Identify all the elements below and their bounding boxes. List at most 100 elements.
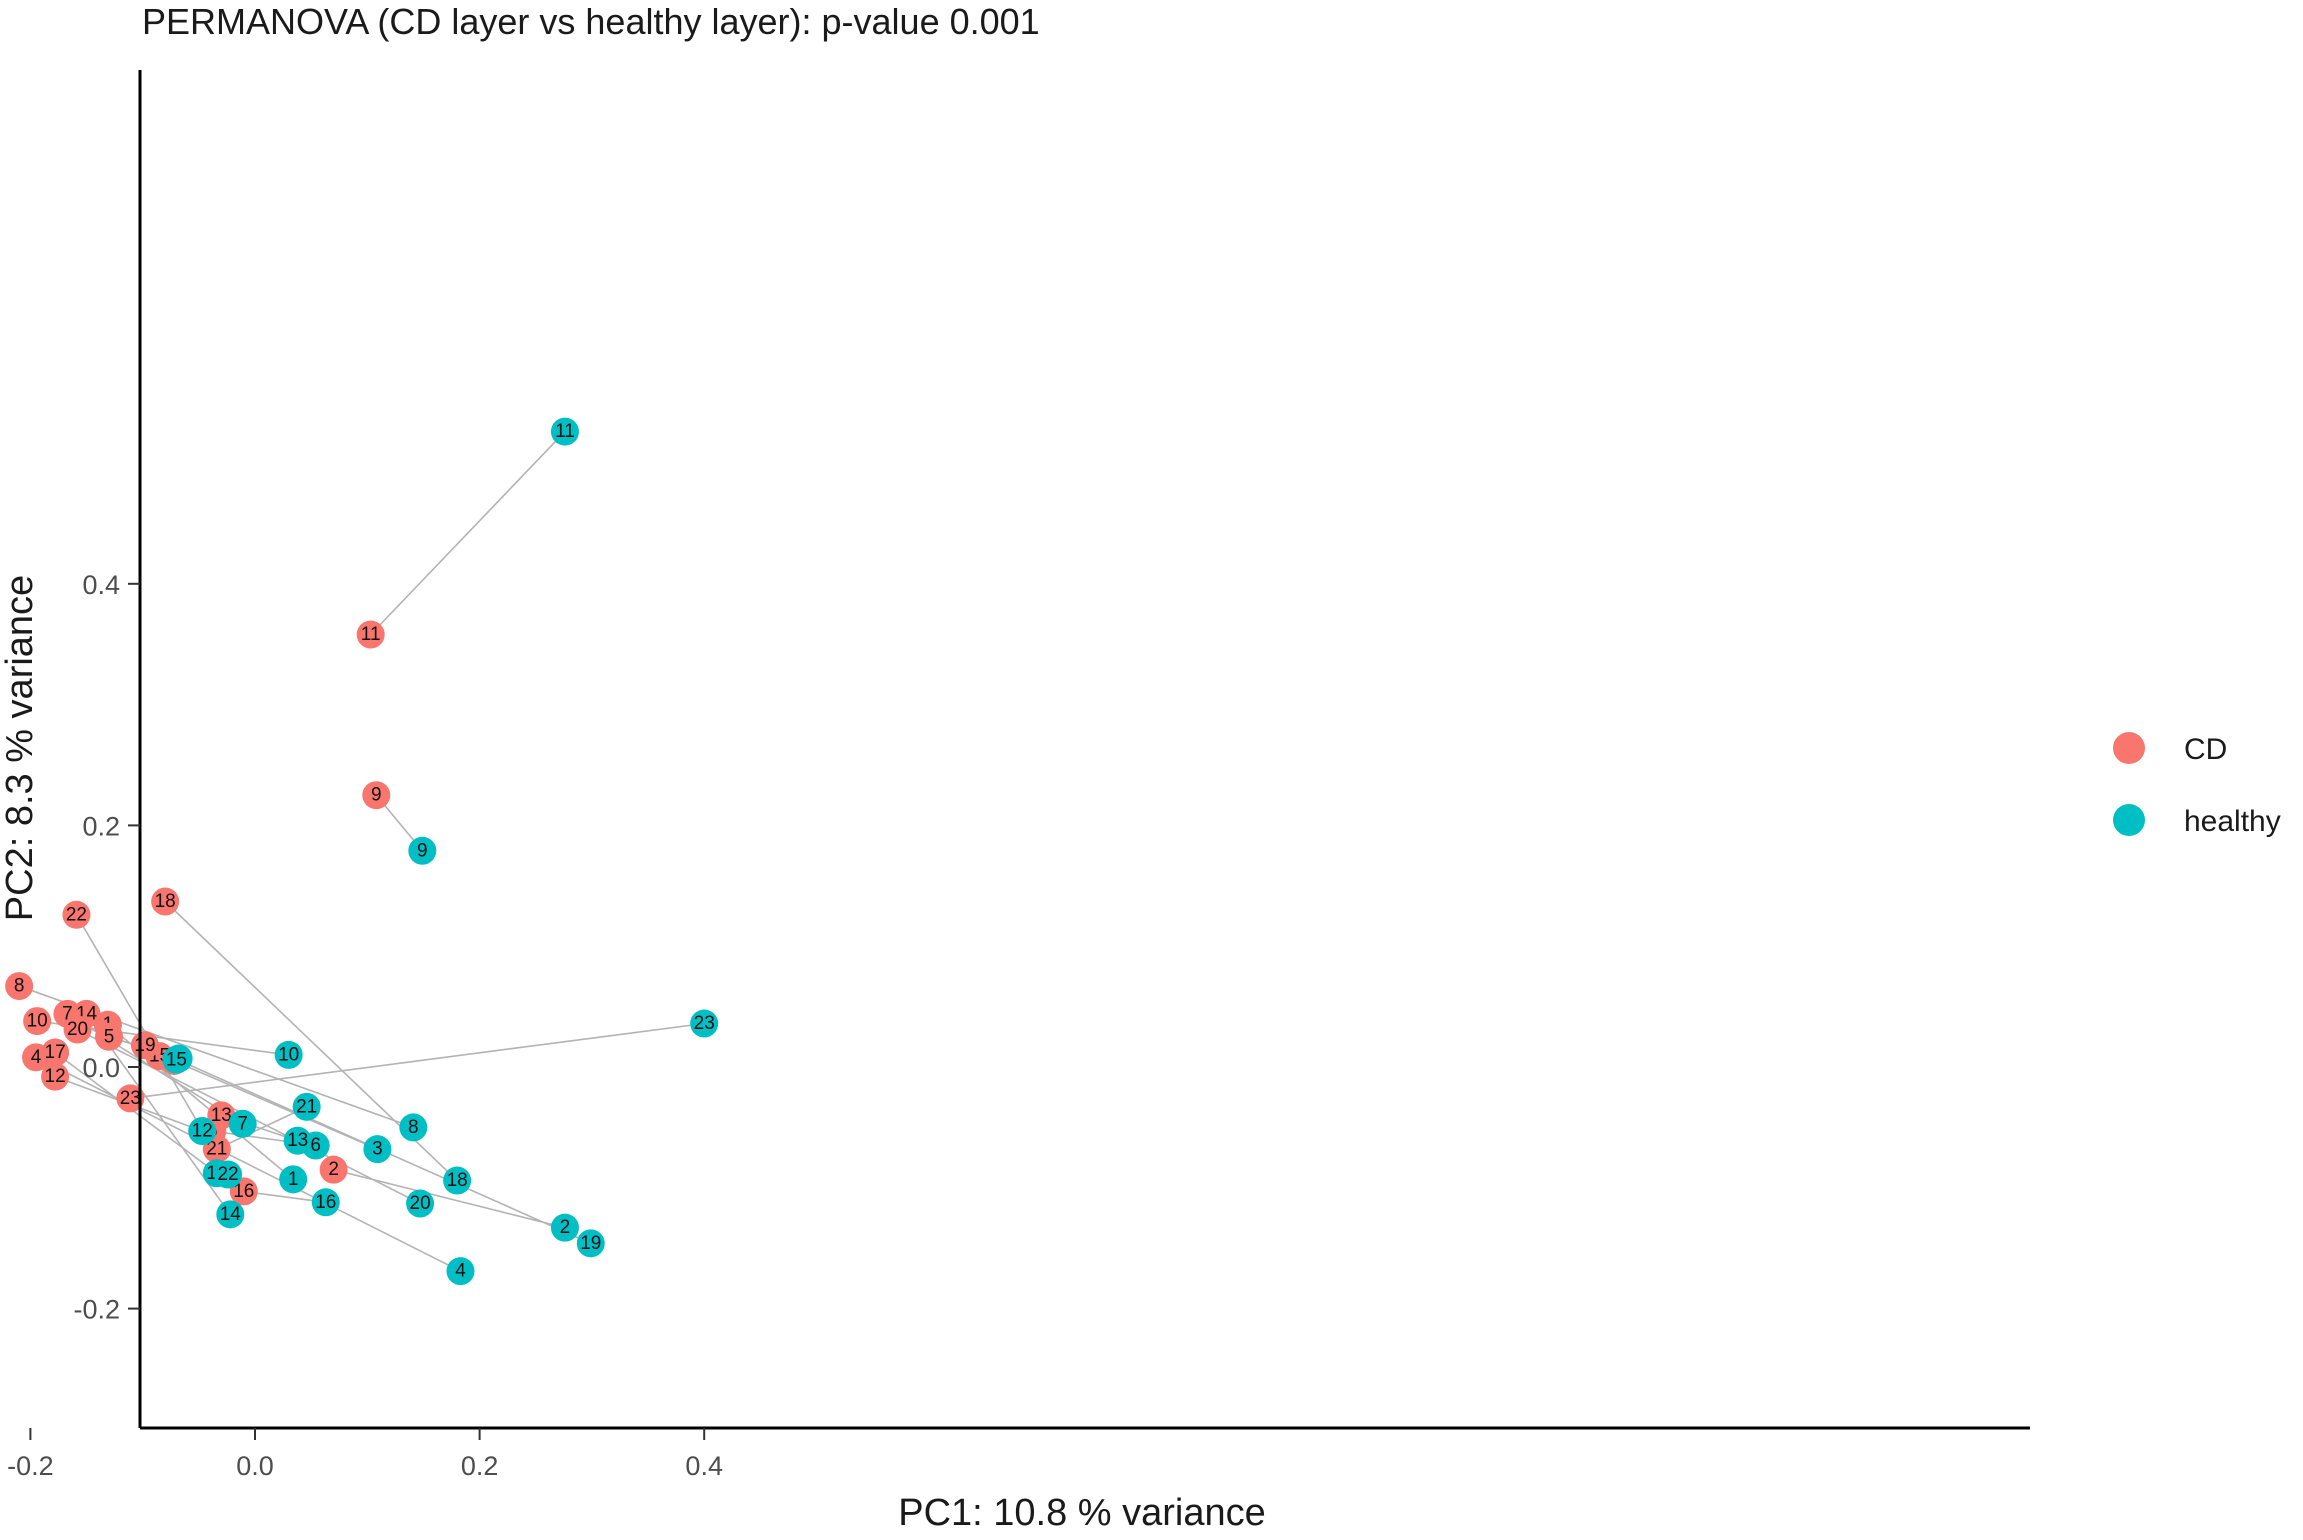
x-tick-label: -0.2 xyxy=(7,1451,54,1481)
data-points: 1234567891011121314151617181920212223123… xyxy=(5,417,719,1286)
cd-marker xyxy=(41,1062,70,1091)
cd-point-label: 10 xyxy=(27,1011,48,1032)
healthy-marker xyxy=(408,836,437,865)
healthy-point-16: 16 xyxy=(311,1188,340,1217)
healthy-point-3: 3 xyxy=(363,1135,392,1164)
cd-point-label: 12 xyxy=(45,1066,66,1087)
cd-point-label: 16 xyxy=(233,1181,254,1202)
pair-line-21 xyxy=(216,1106,307,1150)
healthy-point-label: 9 xyxy=(417,840,428,861)
healthy-marker xyxy=(188,1117,217,1146)
y-tick-label: 0.0 xyxy=(82,1053,120,1083)
cd-marker xyxy=(151,887,180,916)
cd-point-2: 2 xyxy=(319,1155,348,1184)
y-tick-label: -0.2 xyxy=(73,1295,120,1325)
healthy-point-label: 15 xyxy=(166,1049,187,1070)
cd-marker xyxy=(62,900,91,929)
cd-point-label: 21 xyxy=(206,1139,227,1160)
healthy-marker xyxy=(279,1165,308,1194)
cd-point-label: 8 xyxy=(14,976,25,997)
cd-point-5: 5 xyxy=(95,1022,124,1051)
healthy-marker xyxy=(283,1126,312,1155)
healthy-point-label: 10 xyxy=(278,1044,299,1065)
x-axis-title: PC1: 10.8 % variance xyxy=(898,1492,1266,1534)
healthy-point-1: 1 xyxy=(279,1165,308,1194)
cd-point-23: 23 xyxy=(116,1084,145,1113)
cd-point-label: 7 xyxy=(62,1003,73,1024)
healthy-point-label: 4 xyxy=(455,1261,466,1282)
x-tick-label: 0.2 xyxy=(461,1451,499,1481)
pair-line-4 xyxy=(35,1056,461,1272)
legend-label-cd: CD xyxy=(2184,733,2227,766)
cd-marker xyxy=(130,1031,159,1060)
healthy-point-2: 2 xyxy=(550,1213,579,1242)
healthy-marker xyxy=(550,417,579,446)
healthy-marker xyxy=(576,1229,605,1258)
healthy-point-7: 7 xyxy=(228,1109,257,1138)
healthy-marker xyxy=(363,1135,392,1164)
healthy-point-label: 13 xyxy=(287,1130,308,1151)
healthy-marker xyxy=(162,1045,191,1074)
pair-connections xyxy=(18,431,705,1272)
healthy-point-label: 2 xyxy=(560,1217,571,1238)
healthy-marker xyxy=(399,1113,428,1142)
healthy-marker xyxy=(690,1009,719,1038)
healthy-marker xyxy=(216,1200,245,1229)
healthy-point-label: 21 xyxy=(296,1096,317,1117)
healthy-marker xyxy=(550,1213,579,1242)
healthy-point-9: 9 xyxy=(408,836,437,865)
pair-line-17 xyxy=(54,1051,218,1174)
healthy-point-label: 3 xyxy=(372,1139,383,1160)
healthy-marker xyxy=(311,1188,340,1217)
legend-label-healthy: healthy xyxy=(2184,805,2281,838)
pair-line-11 xyxy=(370,431,566,636)
healthy-point-label: 18 xyxy=(447,1170,468,1191)
healthy-marker xyxy=(406,1189,435,1218)
healthy-point-label: 22 xyxy=(217,1164,238,1185)
cd-point-19: 19 xyxy=(130,1031,159,1060)
cd-point-label: 5 xyxy=(104,1026,115,1047)
healthy-point-18: 18 xyxy=(443,1166,472,1195)
cd-marker xyxy=(95,1022,124,1051)
x-tick-label: 0.0 xyxy=(236,1451,274,1481)
cd-point-17: 17 xyxy=(41,1038,70,1067)
healthy-point-22: 22 xyxy=(214,1160,243,1189)
legend-key-cd xyxy=(2113,732,2145,764)
cd-point-10: 10 xyxy=(23,1007,52,1036)
healthy-point-10: 10 xyxy=(274,1040,303,1069)
healthy-point-label: 16 xyxy=(315,1192,336,1213)
healthy-point-20: 20 xyxy=(406,1189,435,1218)
cd-marker xyxy=(41,1038,70,1067)
healthy-point-19: 19 xyxy=(576,1229,605,1258)
cd-marker xyxy=(319,1155,348,1184)
healthy-point-label: 8 xyxy=(408,1117,419,1138)
healthy-point-label: 11 xyxy=(555,421,575,442)
healthy-point-label: 12 xyxy=(192,1121,213,1142)
cd-marker xyxy=(5,972,34,1001)
healthy-marker xyxy=(443,1166,472,1195)
x-tick-label: 0.4 xyxy=(685,1451,723,1481)
legend: CD healthy xyxy=(2113,732,2281,838)
cd-point-label: 23 xyxy=(120,1088,141,1109)
healthy-point-15: 15 xyxy=(162,1045,191,1074)
cd-point-11: 11 xyxy=(356,620,385,649)
cd-point-13: 13 xyxy=(207,1101,236,1130)
cd-point-9: 9 xyxy=(362,781,391,810)
healthy-point-label: 1 xyxy=(288,1169,299,1190)
cd-point-label: 22 xyxy=(66,904,87,925)
cd-marker xyxy=(356,620,385,649)
healthy-marker xyxy=(214,1160,243,1189)
x-axis-ticks: -0.2 0.0 0.2 0.4 xyxy=(7,1428,723,1481)
pair-line-3 xyxy=(173,1060,378,1150)
cd-point-label: 13 xyxy=(211,1105,232,1126)
pair-line-23 xyxy=(130,1022,705,1100)
chart-title: PERMANOVA (CD layer vs healthy layer): p… xyxy=(142,1,1040,42)
healthy-point-11: 11 xyxy=(550,417,579,446)
healthy-marker xyxy=(274,1040,303,1069)
legend-key-healthy xyxy=(2113,804,2145,836)
healthy-point-8: 8 xyxy=(399,1113,428,1142)
cd-point-label: 11 xyxy=(361,624,381,645)
cd-point-label: 9 xyxy=(371,785,382,806)
